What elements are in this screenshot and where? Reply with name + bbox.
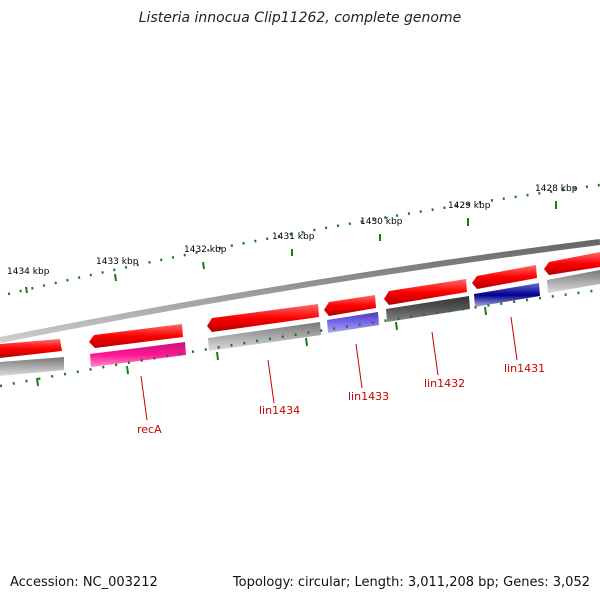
feature-arrow (89, 324, 183, 348)
leader-line (431, 331, 439, 376)
scale-label: 1430 kbp (360, 217, 403, 227)
gene-label-lin1432: lin1432 (424, 377, 465, 390)
major-tick (126, 365, 129, 375)
major-tick (395, 321, 398, 331)
feature-arrow (324, 295, 376, 316)
feature-arrow (207, 304, 319, 332)
feature-bar (0, 357, 64, 376)
genome-backbone (0, 239, 600, 343)
reverse-features (0, 270, 600, 376)
leader-line (355, 343, 363, 389)
major-tick (305, 337, 308, 347)
accession-label: Accession: NC_003212 (10, 575, 158, 590)
feature-arrow (384, 279, 467, 305)
scale-label: 1429 kbp (448, 201, 491, 211)
major-tick (216, 351, 219, 361)
major-tick (25, 286, 28, 294)
label-leaders (140, 316, 518, 421)
gene-labels: recA lin1434 lin1433 lin1432 lin1431 (137, 362, 545, 436)
gene-label-lin1433: lin1433 (348, 390, 389, 403)
feature-bar (547, 270, 600, 293)
gene-label-recA: recA (137, 423, 162, 436)
feature-arrow (544, 252, 600, 275)
recA-bar (90, 342, 186, 367)
feature-arrow (472, 265, 537, 289)
scale-label: 1428 kbp (535, 184, 578, 194)
major-tick (202, 261, 205, 270)
leader-line (267, 359, 275, 404)
scale-label: 1433 kbp (96, 257, 139, 267)
scale-label: 1431 kbp (272, 232, 315, 242)
gene-label-lin1434: lin1434 (259, 404, 300, 417)
major-tick (36, 377, 39, 387)
major-tick (484, 306, 487, 316)
leader-line (140, 375, 148, 421)
scale-ticks-top (7, 183, 600, 296)
scale-label: 1434 kbp (7, 267, 50, 277)
scale-ticks-bottom (0, 288, 600, 388)
lin1434-bar (208, 322, 321, 351)
forward-features (0, 252, 600, 358)
leader-line (510, 316, 518, 361)
map-title: Listeria innocua Clip11262, complete gen… (138, 10, 462, 26)
lin1433-bar (327, 312, 379, 333)
lin1432-bar (386, 296, 470, 322)
major-tick (114, 273, 117, 282)
feature-arrow (0, 339, 62, 358)
genome-summary: Topology: circular; Length: 3,011,208 bp… (232, 575, 590, 590)
scale-labels: 1434 kbp 1433 kbp 1432 kbp 1431 kbp 1430… (7, 184, 578, 277)
lin1431-bar (474, 283, 540, 307)
scale-label: 1432 kbp (184, 245, 227, 255)
gene-label-lin1431: lin1431 (504, 362, 545, 375)
